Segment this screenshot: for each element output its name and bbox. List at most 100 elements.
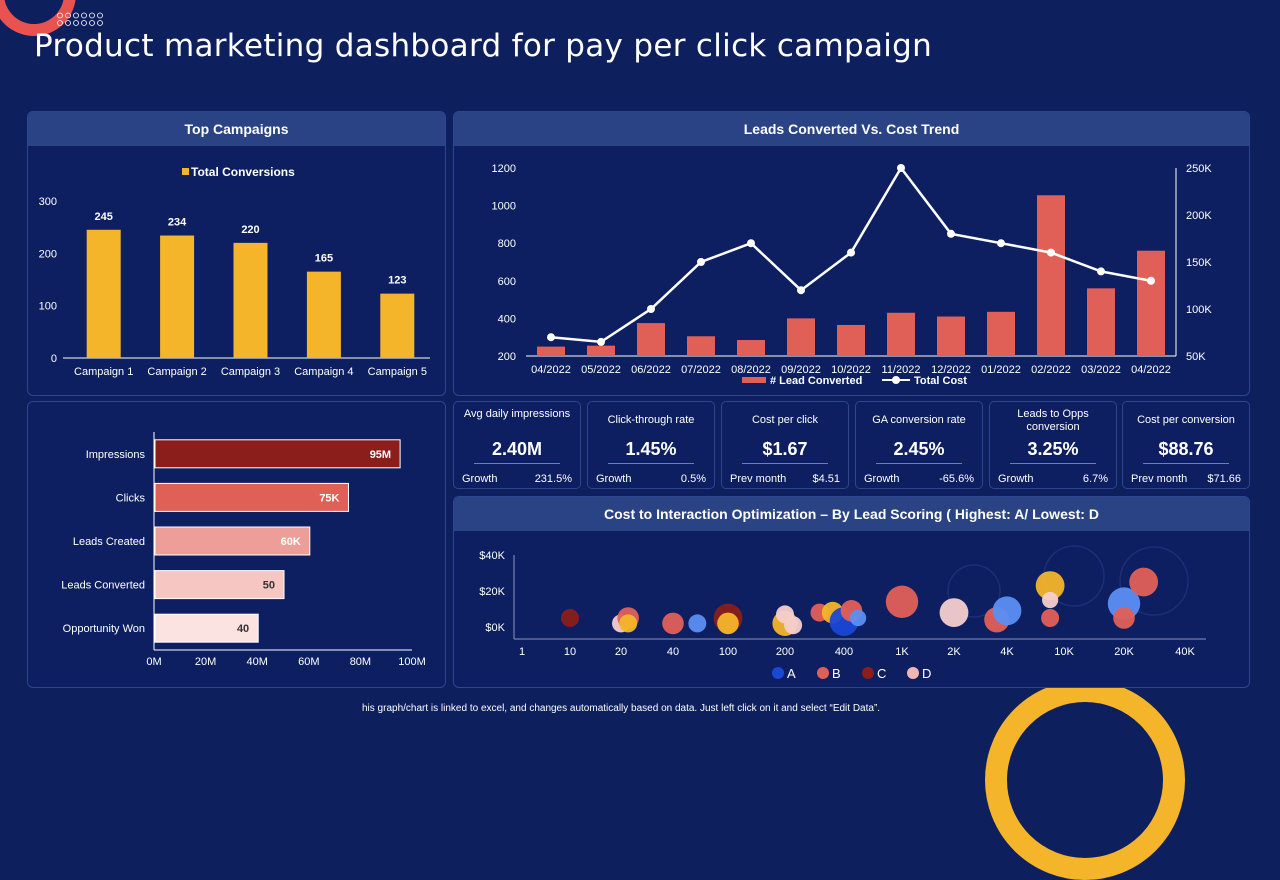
x-tick-label: 06/2022 (631, 364, 671, 376)
x-tick-label: 400 (835, 646, 853, 658)
y-tick-label: Leads Created (73, 536, 145, 548)
kpi-card-cpc: Cost per click $1.67 Prev month $4.51 (721, 401, 849, 489)
leads-cost-chart[interactable]: 200 400 600 800 1000 1200 50K 100K 150K 200K 250K 0… (454, 146, 1249, 396)
y-left-tick-label: 200 (498, 351, 516, 363)
y-tick-label: $40K (479, 550, 505, 562)
kpi-card-cost-per-conversion: Cost per conversion $88.76 Prev month $71… (1122, 401, 1250, 489)
x-tick-label: 12/2022 (931, 364, 971, 376)
x-tick-label: 04/2022 (531, 364, 571, 376)
legend-swatch (742, 377, 766, 383)
bar (1087, 288, 1115, 356)
bar-value-label: 95M (370, 449, 391, 461)
legend-marker (907, 667, 919, 679)
x-tick-label: 200 (776, 646, 794, 658)
lead-scoring-header: Cost to Interaction Optimization – By Le… (454, 497, 1249, 531)
bar (887, 312, 915, 356)
bubble (885, 585, 919, 618)
kpi-foot-value: 0.5% (680, 473, 706, 485)
decorative-ring (1119, 546, 1189, 616)
top-campaigns-panel: Top Campaigns Total Conversions 0 100 200 30… (27, 111, 446, 396)
y-right-tick-label: 50K (1186, 351, 1206, 363)
bar (637, 323, 665, 356)
kpi-card-ga-conversion: GA conversion rate 2.45% Growth -65.6% (855, 401, 983, 489)
bar (787, 318, 815, 356)
cost-point (597, 337, 605, 346)
bar-value-label: 220 (241, 224, 259, 236)
kpi-foot-label: Growth (462, 473, 498, 485)
kpi-value: 2.40M (491, 439, 543, 459)
bar (987, 311, 1015, 356)
bar (687, 336, 715, 356)
bar-value-label: 75K (319, 492, 339, 504)
x-tick-label: 11/2022 (882, 364, 921, 376)
bar (737, 340, 765, 356)
x-tick-label: 100 (719, 646, 737, 658)
bubble (939, 598, 969, 627)
bar (86, 229, 121, 358)
funnel-panel: 95M Impressions 75K Clicks 60K Leads Created 5… (27, 401, 446, 688)
kpi-footer: Growth 0.5% (596, 473, 706, 485)
x-tick-label: 20K (1114, 646, 1134, 658)
bar-value-label: 50 (263, 580, 275, 592)
kpi-value: 1.45% (625, 439, 677, 459)
y-tick-label: 0 (51, 353, 57, 365)
legend-label: A (787, 666, 796, 681)
lead-scoring-chart[interactable]: $0K $20K $40K 1 10 20 40 100 200 400 1K 2K 4K 10K 20K 4… (454, 531, 1249, 687)
kpi-label: Avg daily impressions (463, 408, 571, 420)
y-right-tick-label: 250K (1186, 163, 1212, 175)
kpi-label: Click-through rate (607, 414, 695, 426)
legend-swatch (182, 168, 189, 175)
cost-point (697, 258, 705, 266)
kpi-card-leads-to-opps: Leads to Opps conversion 3.25% Growth 6.7… (989, 401, 1117, 489)
kpi-label: Cost per click (751, 414, 819, 426)
kpi-value: 3.25% (1027, 439, 1079, 459)
kpi-footer: Prev month $4.51 (730, 473, 840, 485)
kpi-foot-value: -65.6% (939, 473, 974, 485)
x-tick-label: Campaign 4 (294, 366, 353, 378)
kpi-card-ctr: Click-through rate 1.45% Growth 0.5% (587, 401, 715, 489)
funnel-bar (154, 439, 401, 469)
top-campaigns-chart[interactable]: Total Conversions 0 100 200 300 245 Campaign 1… (28, 146, 445, 396)
bar-value-label: 40 (237, 623, 249, 635)
x-tick-label: 40M (246, 656, 267, 668)
legend-label: B (832, 666, 841, 681)
legend-label: Total Conversions (191, 165, 295, 179)
y-right-tick-label: 200K (1186, 210, 1212, 222)
kpi-foot-label: Growth (596, 473, 632, 485)
kpi-footer: Growth 231.5% (462, 473, 572, 485)
funnel-chart[interactable]: 95M Impressions 75K Clicks 60K Leads Created 5… (28, 402, 445, 687)
kpi-label: Leads to Opps conversion (1017, 408, 1089, 433)
funnel-bar (154, 526, 311, 556)
x-tick-label: 10K (1054, 646, 1074, 658)
bubble (992, 596, 1022, 626)
kpi-divider (742, 463, 828, 464)
cost-point (1047, 248, 1055, 257)
kpi-divider (1143, 463, 1229, 464)
bar-value-label: 123 (388, 275, 406, 287)
legend-marker (892, 376, 900, 384)
cost-point (647, 305, 655, 313)
legend-label: D (922, 666, 931, 681)
kpi-footer: Growth -65.6% (864, 473, 974, 485)
legend-label: # Lead Converted (770, 375, 862, 387)
y-tick-label: 100 (39, 301, 57, 313)
bubble (1129, 567, 1159, 597)
x-tick-label: Campaign 1 (74, 366, 133, 378)
x-tick-label: 40K (1175, 646, 1195, 658)
kpi-value: 2.45% (893, 439, 945, 459)
y-tick-label: $0K (485, 622, 505, 634)
kpi-card-impressions: Avg daily impressions 2.40M Growth 231.5% (453, 401, 581, 489)
kpi-foot-label: Prev month (1131, 473, 1188, 485)
x-tick-label: Campaign 2 (147, 366, 206, 378)
bar-value-label: 245 (95, 211, 113, 223)
x-tick-label: 07/2022 (681, 364, 721, 376)
bar (587, 345, 615, 356)
cost-point (947, 229, 955, 238)
y-tick-label: 300 (39, 196, 57, 208)
kpi-divider (608, 463, 694, 464)
funnel-bar (154, 570, 285, 600)
y-right-tick-label: 100K (1186, 304, 1212, 316)
legend-label: Total Cost (914, 375, 967, 387)
bar (937, 316, 965, 356)
y-tick-label: Opportunity Won (63, 623, 145, 635)
